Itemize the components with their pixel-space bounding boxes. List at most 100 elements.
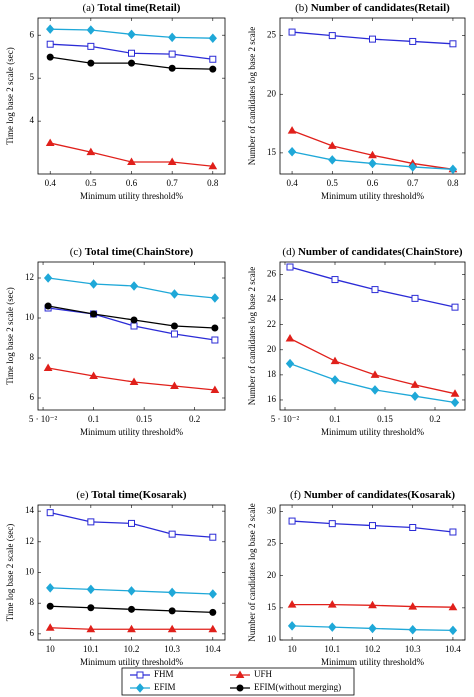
marker: [448, 164, 458, 175]
marker: [287, 621, 297, 631]
x-tick-label: 0.1: [329, 414, 340, 424]
y-tick-label: 6: [30, 29, 35, 39]
chart: (c) Total time(ChainStore) 5 · 10⁻² 0.1 0.1…: [5, 246, 226, 437]
x-axis-label: Minimum utility threshold%: [80, 427, 184, 437]
y-tick-label: 8: [30, 597, 35, 607]
marker: [368, 600, 377, 609]
chart-title: (c) Total time(ChainStore): [70, 246, 194, 258]
marker: [43, 363, 53, 371]
marker: [211, 336, 219, 344]
marker: [46, 509, 54, 517]
legend-label: EFIM: [154, 682, 176, 692]
marker: [288, 517, 296, 525]
x-tick-label: 0.8: [207, 178, 219, 188]
marker: [211, 324, 219, 332]
marker: [127, 157, 136, 165]
marker: [410, 391, 420, 401]
marker: [167, 32, 177, 43]
marker: [208, 589, 217, 599]
x-tick-label: 0.2: [429, 414, 440, 424]
y-tick-label: 24: [267, 294, 277, 304]
marker: [409, 37, 417, 45]
marker: [208, 624, 218, 633]
x-tick-label: 5 · 10⁻²: [271, 414, 300, 424]
legend-label: EFIM(without merging): [254, 682, 341, 692]
marker: [408, 162, 417, 172]
marker: [369, 35, 376, 43]
marker: [87, 604, 95, 612]
y-tick-label: 6: [30, 392, 35, 402]
marker: [128, 49, 135, 57]
marker: [167, 587, 177, 598]
chart: (a) Total time(Retail) 0.4 0.5 0.6 0.7 0.8 4 5 6…: [5, 2, 226, 201]
marker: [210, 385, 220, 393]
marker: [369, 522, 376, 530]
marker: [368, 158, 377, 169]
y-tick-label: 10: [267, 634, 277, 644]
y-tick-label: 30: [267, 505, 277, 515]
y-tick-label: 6: [30, 628, 35, 638]
marker: [167, 157, 177, 165]
x-tick-label: 10.4: [445, 644, 461, 654]
y-tick-label: 25: [267, 538, 277, 548]
y-tick-label: 12: [25, 536, 34, 546]
x-axis-label: Minimum utility threshold%: [321, 191, 425, 201]
marker: [368, 623, 377, 634]
marker: [167, 624, 177, 633]
marker: [287, 146, 297, 157]
y-axis-label: Number of candidates log base 2 scale: [247, 267, 257, 405]
marker: [45, 623, 55, 631]
marker: [287, 600, 297, 608]
marker: [448, 602, 458, 611]
marker: [130, 316, 138, 324]
marker: [136, 671, 144, 679]
chart-title: (e) Total time(Kosarak): [76, 489, 187, 501]
legend-label: FHM: [154, 669, 174, 679]
legend-label: UFH: [254, 669, 273, 679]
chart-label: (a): [83, 2, 96, 14]
marker: [449, 528, 457, 536]
chart: (e) Total time(Kosarak) 10 10.1 10.2 10.3 10.…: [5, 489, 226, 667]
marker: [87, 59, 95, 67]
chart-title-text: Total time(Kosarak): [91, 489, 187, 501]
marker: [46, 602, 54, 610]
marker: [450, 389, 460, 397]
marker: [370, 385, 380, 395]
marker: [130, 322, 138, 330]
marker: [170, 289, 179, 299]
x-tick-label: 10.3: [164, 644, 180, 654]
marker: [370, 370, 380, 378]
marker: [328, 622, 337, 632]
marker: [409, 524, 417, 531]
marker: [127, 624, 136, 633]
y-tick-label: 14: [25, 505, 35, 515]
x-tick-label: 5 · 10⁻²: [29, 414, 58, 424]
x-tick-label: 0.8: [447, 178, 459, 188]
x-tick-label: 10.2: [124, 644, 140, 654]
chart-title-text: Total time(Retail): [97, 2, 180, 14]
marker: [450, 397, 460, 408]
marker: [209, 55, 217, 63]
x-tick-label: 10.2: [365, 644, 381, 654]
plot-frame: [279, 261, 466, 411]
marker: [46, 53, 54, 61]
marker: [87, 42, 95, 50]
chart-title: (f) Number of candidates(Kosarak): [290, 489, 455, 501]
marker: [448, 625, 458, 636]
x-tick-label: 0.4: [45, 178, 57, 188]
y-tick-label: 25: [267, 30, 277, 40]
x-tick-label: 0.2: [189, 414, 200, 424]
x-tick-label: 0.1: [88, 414, 99, 424]
marker: [235, 670, 245, 678]
series-line: [289, 362, 456, 404]
marker: [288, 28, 296, 36]
marker: [170, 381, 179, 389]
marker: [327, 600, 337, 608]
marker: [285, 334, 295, 342]
marker: [168, 530, 176, 538]
x-axis-label: Minimum utility threshold%: [80, 657, 184, 667]
marker: [449, 40, 457, 48]
x-tick-label: 0.5: [327, 178, 339, 188]
marker: [168, 64, 176, 72]
marker: [46, 24, 55, 34]
